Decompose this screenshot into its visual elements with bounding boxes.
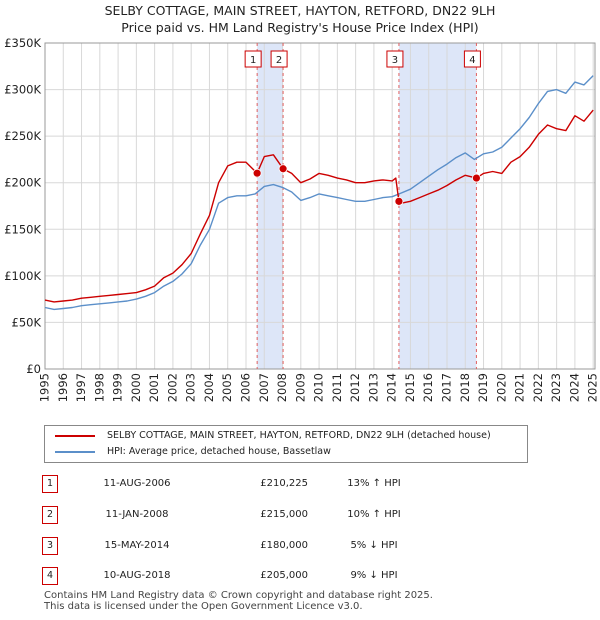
sale-number-badge: 3 — [42, 537, 58, 555]
x-tick-label: 2009 — [293, 373, 307, 402]
sale-label-box — [270, 50, 288, 68]
legend-item-hpi: HPI: Average price, detached house, Bass… — [55, 444, 331, 460]
sale-number-badge: 4 — [42, 567, 58, 585]
x-tick-label: 2018 — [458, 373, 472, 402]
sale-date: 15-MAY-2014 — [104, 540, 170, 551]
sale-point — [394, 196, 404, 206]
y-tick-label: £150K — [4, 222, 41, 236]
sale-point — [472, 173, 481, 183]
table-row: 3 15-MAY-2014 £180,000 5% ↓ HPI — [42, 537, 462, 555]
legend: SELBY COTTAGE, MAIN STREET, HAYTON, RETF… — [44, 425, 528, 463]
sale-date: 11-AUG-2006 — [103, 478, 171, 489]
y-tick-label: £300K — [4, 83, 41, 97]
sale-label-box — [386, 50, 404, 68]
x-tick-label: 2011 — [330, 373, 344, 402]
x-tick-label: 2013 — [366, 373, 380, 402]
x-tick-label: 2000 — [129, 373, 143, 402]
legend-label-property: SELBY COTTAGE, MAIN STREET, HAYTON, RETF… — [107, 430, 491, 441]
x-tick-label: 2020 — [494, 373, 508, 402]
y-tick-label: £250K — [4, 129, 41, 143]
sale-hpi-diff: 9% ↓ HPI — [350, 570, 398, 581]
sale-hpi-diff: 13% ↑ HPI — [347, 478, 401, 489]
footer: Contains HM Land Registry data © Crown c… — [44, 590, 433, 612]
x-tick-label: 2022 — [531, 373, 545, 402]
y-tick-label: £350K — [4, 36, 41, 50]
sale-label: 2 — [276, 55, 282, 66]
shaded-ownership-period — [398, 43, 477, 369]
x-tick-label: 1995 — [38, 373, 52, 402]
x-tick-label: 2012 — [348, 373, 362, 402]
x-tick-label: 2003 — [184, 373, 198, 402]
sale-label: 3 — [392, 55, 398, 66]
table-row: 1 11-AUG-2006 £210,225 13% ↑ HPI — [42, 475, 462, 493]
price-chart: £0 £50K £100K £150K £200K £250K £300K £350K 1995… — [4, 36, 600, 402]
chart-subtitle: Price paid vs. HM Land Registry's House … — [121, 20, 479, 35]
x-tick-label: 2004 — [202, 373, 216, 402]
chart-title: SELBY COTTAGE, MAIN STREET, HAYTON, RETF… — [104, 3, 496, 18]
sale-label-box — [463, 50, 481, 68]
x-tick-label: 2002 — [165, 373, 179, 402]
x-tick-label: 2001 — [147, 373, 161, 402]
y-tick-label: £200K — [4, 176, 41, 190]
sale-price: £205,000 — [260, 570, 308, 581]
x-tick-label: 1999 — [111, 373, 125, 402]
sale-hpi-diff: 5% ↓ HPI — [350, 540, 398, 551]
x-tick-label: 2017 — [439, 373, 453, 402]
shaded-ownership-period — [257, 43, 284, 369]
legend-swatch-hpi — [55, 451, 95, 453]
sale-price: £215,000 — [260, 509, 308, 520]
property-price-line — [44, 109, 594, 303]
sale-number-badge: 2 — [42, 506, 58, 524]
x-tick-label: 2016 — [421, 373, 435, 402]
x-tick-label: 2025 — [586, 373, 600, 402]
footer-copyright: Contains HM Land Registry data © Crown c… — [44, 590, 433, 601]
x-tick-label: 2006 — [238, 373, 252, 402]
x-tick-label: 2019 — [476, 373, 490, 402]
x-tick-label: 2007 — [257, 373, 271, 402]
hpi-line — [44, 75, 594, 311]
sale-point — [252, 168, 262, 178]
table-row: 2 11-JAN-2008 £215,000 10% ↑ HPI — [42, 506, 462, 524]
y-tick-label: £50K — [12, 315, 42, 329]
x-tick-label: 2010 — [312, 373, 326, 402]
plot-frame — [44, 42, 596, 370]
sale-date: 10-AUG-2018 — [103, 570, 171, 581]
sale-date: 11-JAN-2008 — [105, 509, 169, 520]
x-tick-label: 2015 — [403, 373, 417, 402]
sale-price: £210,225 — [260, 478, 308, 489]
legend-label-hpi: HPI: Average price, detached house, Bass… — [107, 446, 331, 457]
table-row: 4 10-AUG-2018 £205,000 9% ↓ HPI — [42, 567, 462, 585]
x-tick-label: 1996 — [56, 373, 70, 402]
legend-item-property: SELBY COTTAGE, MAIN STREET, HAYTON, RETF… — [55, 428, 491, 444]
sale-label-box — [244, 50, 262, 68]
sale-point — [278, 164, 288, 174]
x-tick-label: 2021 — [513, 373, 527, 402]
sale-number-badge: 1 — [42, 475, 58, 493]
sale-hpi-diff: 10% ↑ HPI — [347, 509, 401, 520]
x-tick-label: 2008 — [275, 373, 289, 402]
x-tick-label: 2023 — [549, 373, 563, 402]
x-tick-label: 2024 — [567, 373, 581, 402]
x-tick-label: 2014 — [385, 373, 399, 402]
x-tick-label: 2005 — [220, 373, 234, 402]
y-tick-label: £100K — [4, 269, 41, 283]
sale-price: £180,000 — [260, 540, 308, 551]
legend-swatch-property — [55, 435, 95, 437]
sale-label: 4 — [469, 55, 475, 66]
plot-area — [45, 43, 595, 369]
x-tick-label: 1998 — [92, 373, 106, 402]
y-tick-label: £0 — [26, 362, 41, 376]
sale-label: 1 — [250, 55, 256, 66]
x-tick-label: 1997 — [74, 373, 88, 402]
footer-licence: This data is licensed under the Open Gov… — [44, 601, 363, 612]
